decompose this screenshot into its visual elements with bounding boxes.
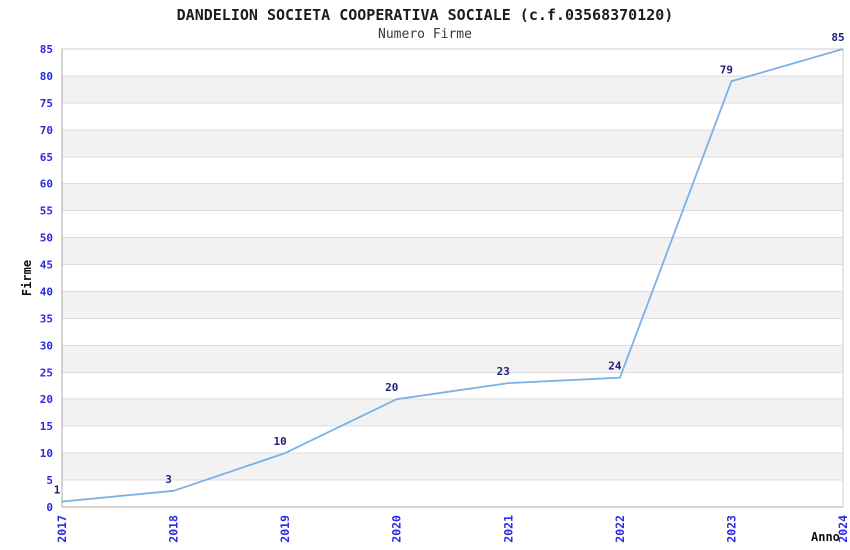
y-tick-label: 35 [40, 312, 53, 325]
band [62, 129, 843, 157]
y-tick-label: 0 [46, 501, 53, 514]
band [62, 291, 843, 319]
x-tick-label: 2021 [501, 515, 515, 543]
y-tick-label: 80 [40, 70, 53, 83]
band [62, 345, 843, 373]
data-label: 1 [54, 484, 61, 497]
chart-subtitle: Numero Firme [378, 27, 472, 42]
series-line [61, 48, 844, 503]
y-tick-label: 50 [40, 232, 53, 245]
x-tick-label: 2023 [724, 515, 738, 543]
x-tick-label: 2018 [167, 515, 181, 543]
y-tick-label: 15 [40, 420, 53, 433]
x-axis-title: Anno [811, 530, 840, 544]
x-tick-label: 2017 [55, 515, 69, 543]
data-label: 20 [385, 381, 398, 394]
x-tick-label: 2019 [278, 515, 292, 543]
data-label: 79 [720, 63, 733, 76]
y-tick-label: 10 [40, 447, 53, 460]
x-tick-label: 2024 [836, 515, 850, 543]
band [62, 237, 843, 265]
data-label: 24 [608, 360, 622, 373]
y-tick-label: 25 [40, 366, 53, 379]
y-tick-label: 20 [40, 393, 53, 406]
y-tick-label: 55 [40, 205, 53, 218]
x-tick-label: 2020 [390, 515, 404, 543]
data-label: 3 [165, 473, 172, 486]
x-tick-label: 2022 [613, 515, 627, 543]
band [62, 399, 843, 427]
band [62, 75, 843, 103]
y-tick-label: 65 [40, 151, 53, 164]
y-tick-label: 30 [40, 339, 53, 352]
data-label: 85 [831, 31, 844, 44]
band [62, 453, 843, 481]
data-label: 10 [274, 435, 287, 448]
y-tick-label: 70 [40, 124, 53, 137]
y-tick-label: 60 [40, 178, 53, 191]
y-tick-label: 75 [40, 97, 53, 110]
y-tick-label: 5 [46, 474, 53, 487]
plot-border [61, 48, 844, 508]
chart-title: DANDELION SOCIETA COOPERATIVA SOCIALE (c… [176, 6, 674, 24]
y-tick-label: 40 [40, 285, 53, 298]
y-tick-label: 85 [40, 43, 53, 56]
y-tick-label: 45 [40, 259, 53, 272]
band [62, 183, 843, 211]
data-label: 23 [497, 365, 510, 378]
